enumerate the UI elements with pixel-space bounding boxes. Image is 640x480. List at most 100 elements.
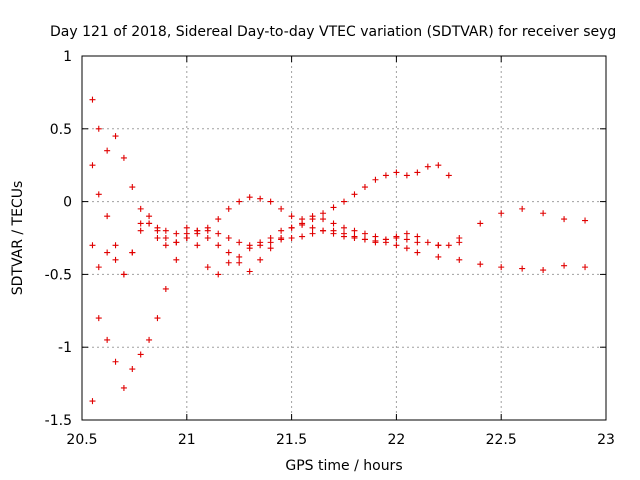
data-point <box>299 216 306 223</box>
data-point <box>351 191 358 198</box>
data-point <box>424 239 431 246</box>
y-tick-label: 0.5 <box>50 122 72 138</box>
data-point <box>137 220 144 227</box>
data-point <box>162 285 169 292</box>
y-tick-label: -1.5 <box>45 413 72 429</box>
data-point <box>382 236 389 243</box>
data-point <box>112 133 119 140</box>
data-point <box>330 204 337 211</box>
data-point <box>393 242 400 249</box>
data-point <box>288 235 295 241</box>
data-point <box>456 239 463 246</box>
data-point <box>183 224 190 231</box>
data-point <box>309 224 316 231</box>
data-point <box>267 239 274 246</box>
data-point <box>104 147 111 154</box>
data-point <box>414 169 421 176</box>
x-tick-label: 22.5 <box>486 432 517 448</box>
data-point <box>137 205 144 212</box>
data-point <box>236 239 243 246</box>
data-point <box>120 384 127 391</box>
data-point <box>351 227 358 234</box>
data-point <box>225 205 232 212</box>
data-point <box>215 271 222 278</box>
data-point <box>540 210 547 217</box>
data-point <box>95 191 102 198</box>
data-point <box>120 154 127 161</box>
data-point <box>561 216 568 223</box>
data-point <box>561 262 568 269</box>
data-point <box>95 125 102 132</box>
x-tick-label: 21 <box>178 432 196 448</box>
data-point <box>225 235 232 241</box>
data-point <box>309 213 316 220</box>
data-point <box>204 264 211 271</box>
data-point <box>288 224 295 231</box>
data-point <box>403 245 410 252</box>
data-point <box>146 220 153 227</box>
data-point <box>104 249 111 256</box>
data-point <box>341 233 347 240</box>
data-point <box>173 230 180 237</box>
data-point <box>129 184 136 191</box>
data-point <box>162 242 169 249</box>
data-point <box>246 194 253 201</box>
data-point <box>95 315 102 322</box>
data-point <box>89 398 96 405</box>
data-point <box>173 256 180 263</box>
plot-frame <box>81 55 607 421</box>
data-point <box>299 233 306 240</box>
data-point <box>129 366 136 373</box>
data-point <box>194 242 201 249</box>
data-point <box>104 336 111 343</box>
data-point <box>89 96 96 103</box>
x-axis-label: GPS time / hours <box>285 458 402 474</box>
data-point <box>173 239 180 246</box>
data-point <box>403 172 410 179</box>
data-point <box>361 184 368 191</box>
data-point <box>204 227 211 234</box>
data-point <box>435 162 442 169</box>
data-point <box>112 358 119 365</box>
data-point <box>154 315 161 322</box>
data-point <box>225 249 232 256</box>
data-point <box>162 235 169 241</box>
y-axis: 1 0.5 0 -0.5 -1 -1.5 <box>45 49 606 429</box>
data-point <box>403 230 410 237</box>
y-tick-label: 0 <box>63 195 72 211</box>
data-point <box>154 224 161 231</box>
data-point <box>204 235 211 241</box>
data-point <box>236 253 243 260</box>
data-point <box>498 264 505 271</box>
data-point <box>414 239 421 246</box>
data-point <box>257 195 264 202</box>
data-point <box>445 172 452 179</box>
data-point <box>341 224 347 231</box>
data-point <box>320 216 327 223</box>
data-point <box>445 242 452 249</box>
data-point <box>267 198 274 205</box>
data-point <box>540 267 547 274</box>
data-point <box>414 249 421 256</box>
data-point <box>424 163 431 170</box>
data-point <box>194 227 201 234</box>
data-point <box>183 235 190 241</box>
data-point <box>257 242 264 249</box>
data-point <box>120 271 127 278</box>
data-point <box>112 242 119 249</box>
data-point <box>246 245 253 252</box>
data-point <box>382 172 389 179</box>
x-tick-label: 20.5 <box>66 432 97 448</box>
x-tick-label: 23 <box>597 432 615 448</box>
data-point <box>393 169 400 176</box>
data-point <box>257 256 264 263</box>
data-point <box>215 242 222 249</box>
data-point <box>519 205 526 212</box>
data-point <box>129 249 136 256</box>
x-axis: 20.5 21 21.5 22 22.5 23 <box>66 56 615 448</box>
data-point <box>372 176 379 183</box>
data-point <box>288 213 295 220</box>
data-point <box>146 336 153 343</box>
data-points <box>89 96 589 405</box>
